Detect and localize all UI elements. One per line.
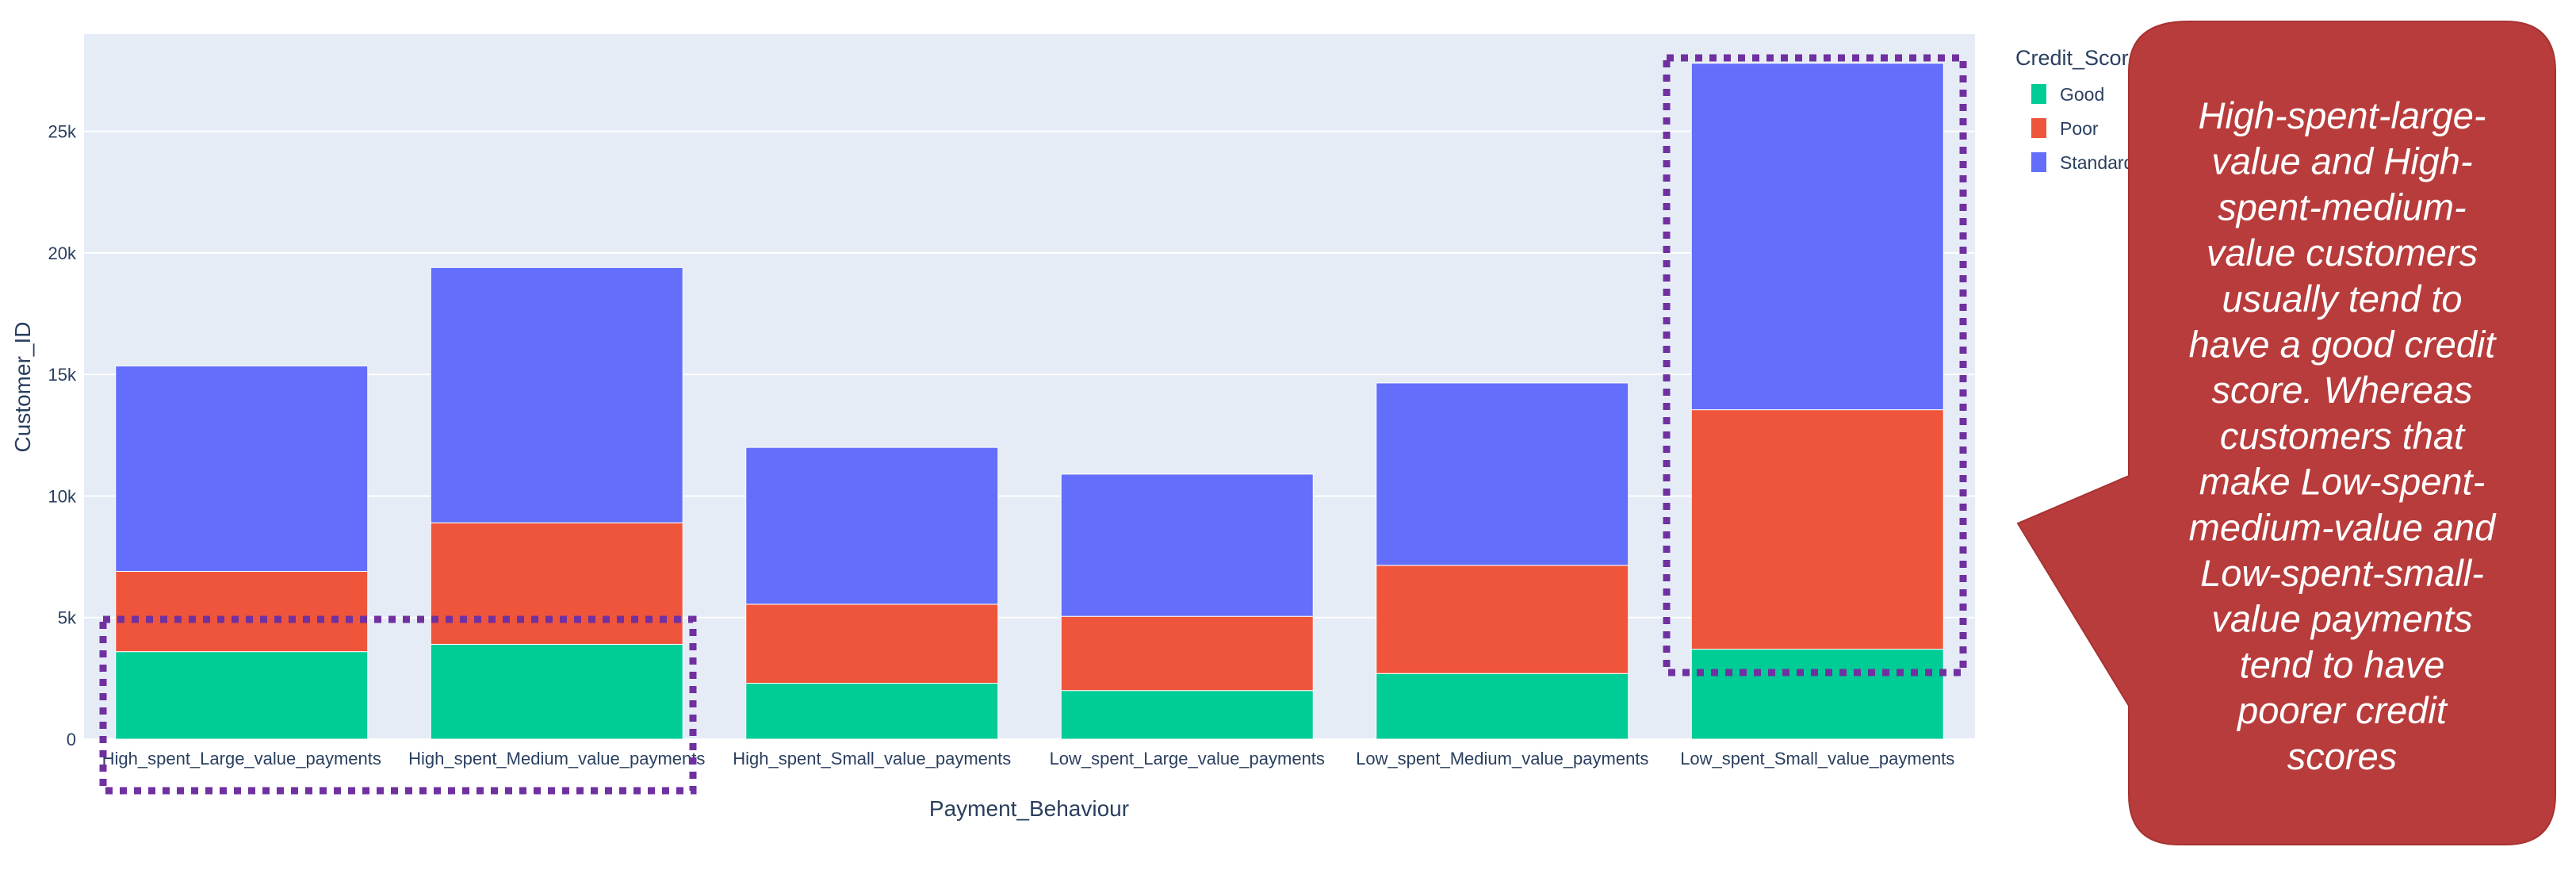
bar-poor-3 [1060,615,1314,692]
bar-poor-4 [1376,565,1629,674]
bar-poor-2 [745,604,999,684]
x-tick-labels: High_spent_Large_value_payments High_spen… [102,749,1955,768]
bar-good-2 [745,682,999,740]
callout-line: scores [2287,735,2397,777]
plot-area [84,34,1975,739]
bar-good-4 [1376,673,1629,740]
highlight-high-spent-good [99,615,697,795]
bars [115,63,1944,740]
legend-title: Credit_Score [2015,46,2141,70]
bar-standard-4 [1376,382,1629,566]
y-tick-labels: 0 5k 10k 15k 20k 25k [48,122,77,749]
callout-line: poorer credit [2236,689,2448,731]
bar-standard-5 [1690,63,1944,411]
legend-label-poor: Poor [2060,118,2099,139]
bar-standard-1 [430,266,683,523]
callout-line: usually tend to [2222,278,2462,320]
callout-line: spent-medium- [2218,186,2466,228]
callout-line: medium-value and [2189,506,2498,548]
highlight-low-spent-small [1663,54,1967,676]
legend: Credit_Score Good Poor Standard [2015,46,2141,173]
callout-line: tend to have [2240,643,2445,685]
callout: High-spent-large-value and High-spent-me… [2016,21,2556,845]
x-axis-title: Payment_Behaviour [929,796,1129,821]
callout-line: have a good credit [2189,324,2498,366]
callout-line: value and High- [2211,140,2472,182]
bar-poor-1 [430,522,683,645]
x-tick-label: Low_spent_Small_value_payments [1680,749,1954,768]
legend-swatch-poor [2031,118,2046,138]
bar-standard-3 [1060,473,1314,617]
y-tick-label: 10k [48,486,77,506]
callout-line: value payments [2211,598,2472,640]
bar-poor-0 [115,570,369,653]
y-tick-label: 15k [48,365,77,385]
x-tick-label: Low_spent_Medium_value_payments [1356,749,1648,768]
callout-line: value customers [2207,232,2478,274]
callout-shape [2016,21,2556,845]
y-tick-label: 20k [48,243,77,263]
callout-line: High-spent-large- [2198,94,2486,136]
y-tick-label: 0 [67,730,76,749]
bar-good-0 [115,651,369,740]
x-tick-label: Low_spent_Large_value_payments [1050,749,1325,768]
x-tick-label: High_spent_Medium_value_payments [408,749,705,768]
bar-poor-5 [1690,409,1944,650]
bar-standard-0 [115,365,369,572]
callout-line: score. Whereas [2211,369,2472,411]
legend-label-good: Good [2060,84,2104,105]
bar-good-5 [1690,649,1944,740]
x-tick-label: High_spent_Large_value_payments [102,749,381,768]
gridlines [84,130,1975,740]
y-axis-title: Customer_ID [10,322,35,453]
y-tick-label: 5k [58,608,77,628]
legend-label-standard: Standard [2060,152,2134,173]
callout-line: Low-spent-small- [2200,552,2484,594]
bar-good-1 [430,643,683,740]
y-tick-label: 25k [48,122,77,142]
callout-line: make Low-spent- [2199,461,2486,503]
legend-swatch-standard [2031,152,2046,172]
callout-line: customers that [2220,415,2466,457]
x-tick-label: High_spent_Small_value_payments [733,749,1011,768]
legend-swatch-good [2031,84,2046,104]
bar-standard-2 [745,446,999,605]
bar-good-3 [1060,690,1314,740]
callout-text: High-spent-large-value and High-spent-me… [2189,94,2498,777]
